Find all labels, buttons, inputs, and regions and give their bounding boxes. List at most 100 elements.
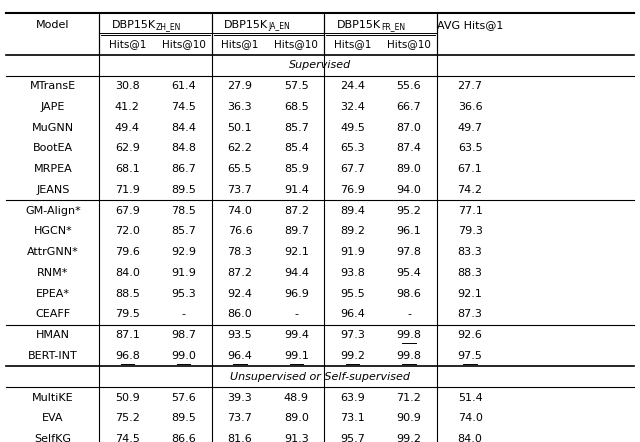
- Text: 74.5: 74.5: [172, 102, 196, 112]
- Text: 36.3: 36.3: [228, 102, 252, 112]
- Text: 91.3: 91.3: [284, 434, 308, 442]
- Text: 98.7: 98.7: [171, 330, 196, 340]
- Text: 61.4: 61.4: [172, 81, 196, 91]
- Text: JEANS: JEANS: [36, 185, 70, 195]
- Text: 87.4: 87.4: [396, 143, 422, 153]
- Text: 57.5: 57.5: [284, 81, 308, 91]
- Text: 73.7: 73.7: [228, 413, 252, 423]
- Text: 85.7: 85.7: [284, 122, 308, 133]
- Text: 72.0: 72.0: [115, 226, 140, 236]
- Text: 79.5: 79.5: [115, 309, 140, 320]
- Text: 50.9: 50.9: [115, 392, 140, 403]
- Text: 49.7: 49.7: [458, 122, 483, 133]
- Text: 86.7: 86.7: [172, 164, 196, 174]
- Text: 68.5: 68.5: [284, 102, 308, 112]
- Text: 96.4: 96.4: [340, 309, 365, 320]
- Text: 49.5: 49.5: [340, 122, 365, 133]
- Text: 39.3: 39.3: [228, 392, 252, 403]
- Text: Model: Model: [36, 20, 70, 30]
- Text: 71.9: 71.9: [115, 185, 140, 195]
- Text: 51.4: 51.4: [458, 392, 483, 403]
- Text: Hits@10: Hits@10: [275, 39, 318, 50]
- Text: 94.4: 94.4: [284, 268, 309, 278]
- Text: Unsupervised or Self-supervised: Unsupervised or Self-supervised: [230, 372, 410, 382]
- Text: 88.3: 88.3: [458, 268, 483, 278]
- Text: 89.0: 89.0: [397, 164, 421, 174]
- Text: DBP15K: DBP15K: [111, 20, 156, 30]
- Text: 79.6: 79.6: [115, 247, 140, 257]
- Text: 99.0: 99.0: [172, 351, 196, 361]
- Text: 67.9: 67.9: [115, 206, 140, 216]
- Text: 49.4: 49.4: [115, 122, 140, 133]
- Text: 73.1: 73.1: [340, 413, 365, 423]
- Text: MRPEA: MRPEA: [33, 164, 72, 174]
- Text: 73.7: 73.7: [228, 185, 252, 195]
- Text: 32.4: 32.4: [340, 102, 365, 112]
- Text: 74.0: 74.0: [458, 413, 483, 423]
- Text: 95.5: 95.5: [340, 289, 365, 299]
- Text: 86.0: 86.0: [228, 309, 252, 320]
- Text: 95.2: 95.2: [397, 206, 421, 216]
- Text: 93.5: 93.5: [228, 330, 252, 340]
- Text: MultiKE: MultiKE: [32, 392, 74, 403]
- Text: 74.5: 74.5: [115, 434, 140, 442]
- Text: 95.7: 95.7: [340, 434, 365, 442]
- Text: ZH_EN: ZH_EN: [156, 23, 181, 31]
- Text: 85.7: 85.7: [172, 226, 196, 236]
- Text: 97.5: 97.5: [458, 351, 483, 361]
- Text: 99.8: 99.8: [396, 330, 422, 340]
- Text: 87.2: 87.2: [284, 206, 309, 216]
- Text: Hits@1: Hits@1: [221, 39, 259, 50]
- Text: 84.4: 84.4: [171, 122, 196, 133]
- Text: 71.2: 71.2: [397, 392, 421, 403]
- Text: MuGNN: MuGNN: [32, 122, 74, 133]
- Text: BERT-INT: BERT-INT: [28, 351, 77, 361]
- Text: -: -: [182, 309, 186, 320]
- Text: HGCN*: HGCN*: [33, 226, 72, 236]
- Text: 78.5: 78.5: [172, 206, 196, 216]
- Text: MTransE: MTransE: [29, 81, 76, 91]
- Text: 76.6: 76.6: [228, 226, 252, 236]
- Text: -: -: [294, 309, 298, 320]
- Text: 63.9: 63.9: [340, 392, 365, 403]
- Text: EPEA*: EPEA*: [36, 289, 70, 299]
- Text: 87.2: 87.2: [227, 268, 253, 278]
- Text: FR_EN: FR_EN: [381, 23, 405, 31]
- Text: 93.8: 93.8: [340, 268, 365, 278]
- Text: 84.0: 84.0: [458, 434, 483, 442]
- Text: 92.1: 92.1: [458, 289, 483, 299]
- Text: Hits@10: Hits@10: [387, 39, 431, 50]
- Text: 76.9: 76.9: [340, 185, 365, 195]
- Text: 27.9: 27.9: [227, 81, 253, 91]
- Text: 62.2: 62.2: [228, 143, 252, 153]
- Text: 99.8: 99.8: [396, 351, 422, 361]
- Text: 89.5: 89.5: [172, 185, 196, 195]
- Text: 27.7: 27.7: [458, 81, 483, 91]
- Text: 75.2: 75.2: [115, 413, 140, 423]
- Text: 90.9: 90.9: [397, 413, 421, 423]
- Text: DBP15K: DBP15K: [224, 20, 268, 30]
- Text: JAPE: JAPE: [40, 102, 65, 112]
- Text: 91.9: 91.9: [172, 268, 196, 278]
- Text: AttrGNN*: AttrGNN*: [27, 247, 79, 257]
- Text: 77.1: 77.1: [458, 206, 483, 216]
- Text: 95.3: 95.3: [172, 289, 196, 299]
- Text: 99.2: 99.2: [340, 351, 365, 361]
- Text: 91.9: 91.9: [340, 247, 365, 257]
- Text: 88.5: 88.5: [115, 289, 140, 299]
- Text: 48.9: 48.9: [284, 392, 309, 403]
- Text: 96.9: 96.9: [284, 289, 308, 299]
- Text: RNM*: RNM*: [37, 268, 68, 278]
- Text: 79.3: 79.3: [458, 226, 483, 236]
- Text: 36.6: 36.6: [458, 102, 483, 112]
- Text: 87.3: 87.3: [458, 309, 483, 320]
- Text: BootEA: BootEA: [33, 143, 73, 153]
- Text: 95.4: 95.4: [397, 268, 421, 278]
- Text: SelfKG: SelfKG: [35, 434, 71, 442]
- Text: 83.3: 83.3: [458, 247, 483, 257]
- Text: 89.7: 89.7: [284, 226, 309, 236]
- Text: 89.0: 89.0: [284, 413, 308, 423]
- Text: 97.8: 97.8: [396, 247, 422, 257]
- Text: 99.2: 99.2: [396, 434, 422, 442]
- Text: 65.5: 65.5: [228, 164, 252, 174]
